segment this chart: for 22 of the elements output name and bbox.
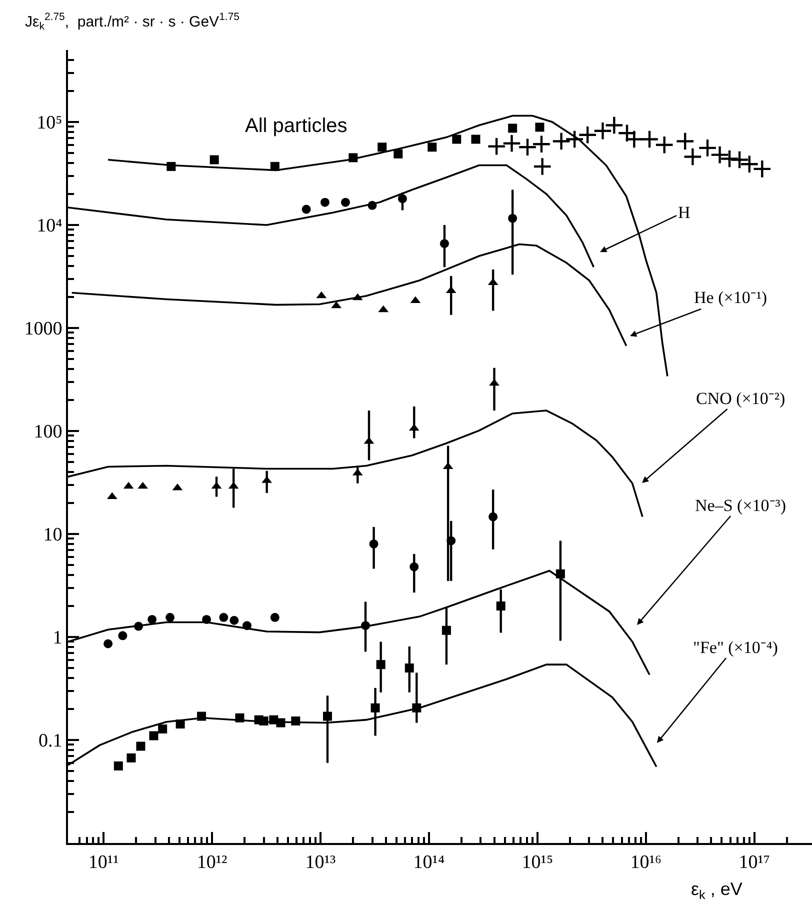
x-tick-label: 10¹⁶ bbox=[630, 852, 662, 873]
annotation: Ne–S (×10⁻³) bbox=[695, 496, 786, 515]
y-axis-title: Jε$_{k}$$^{2.75}$, part./m² · sr · s · GeV$^{1.75}$ bbox=[25, 11, 240, 32]
y-tick-label: 10⁵ bbox=[36, 112, 62, 134]
annotation: All particles bbox=[245, 115, 348, 137]
y-tick-label: 1 bbox=[52, 628, 62, 649]
x-axis-title: ε$_{k}$ , eV bbox=[691, 879, 742, 900]
annotation: H bbox=[678, 203, 690, 222]
y-tick-label: 0.1 bbox=[38, 730, 62, 752]
y-tick-label: 100 bbox=[34, 422, 62, 443]
x-tick-label: 10¹² bbox=[196, 852, 228, 873]
x-tick-label: 10¹⁵ bbox=[522, 852, 554, 873]
annotation: "Fe" (×10⁻⁴) bbox=[693, 638, 778, 657]
y-tick-label: 10⁴ bbox=[36, 216, 63, 237]
x-tick-label: 10¹⁷ bbox=[738, 852, 770, 873]
annotation: He (×10⁻¹) bbox=[694, 288, 768, 307]
x-tick-label: 10¹³ bbox=[305, 852, 336, 873]
x-tick-label: 10¹¹ bbox=[88, 852, 120, 873]
y-tick-label: 10 bbox=[43, 524, 62, 546]
annotation: CNO (×10⁻²) bbox=[696, 389, 786, 408]
y-tick-label: 1000 bbox=[24, 318, 62, 340]
x-tick-label: 10¹⁴ bbox=[413, 852, 445, 873]
